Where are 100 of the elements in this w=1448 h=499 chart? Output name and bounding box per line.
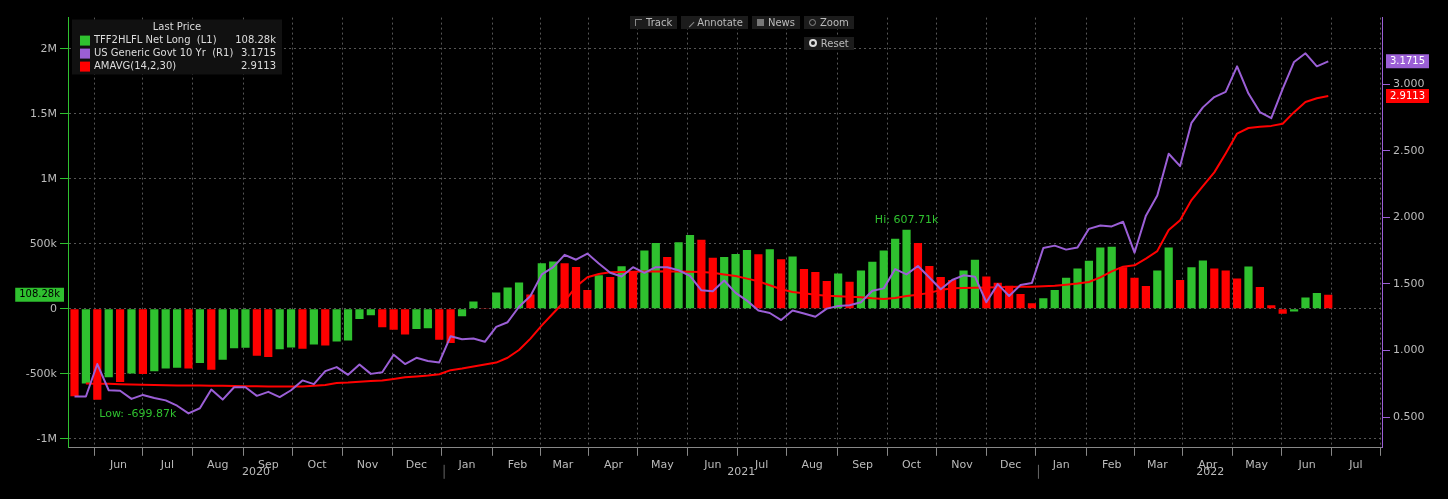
bar (503, 287, 512, 309)
bar (1255, 287, 1264, 309)
legend-label: TFF2HLFL Net Long (L1) (93, 34, 217, 46)
bar (571, 267, 581, 309)
bar (1027, 303, 1037, 309)
bar (70, 309, 79, 397)
bar (1141, 286, 1151, 309)
bar (309, 309, 318, 345)
bar (1039, 298, 1048, 309)
bar (321, 309, 330, 346)
bar (423, 309, 432, 329)
x-tick-label: Jun (108, 458, 128, 472)
bar (138, 309, 147, 374)
bar (366, 309, 375, 316)
bar (1084, 260, 1094, 309)
bar (1324, 294, 1333, 309)
annotation: Low: -699.87k (99, 406, 178, 420)
x-tick-label: Feb (507, 458, 528, 472)
bar (469, 301, 478, 309)
bar (207, 309, 216, 370)
bar (685, 235, 695, 309)
y2-tick-label: 2.000 (1393, 210, 1425, 224)
bar (640, 250, 649, 309)
text: 2021 (727, 465, 756, 479)
y-tick-label: 500k (29, 236, 58, 250)
bar (1153, 270, 1162, 309)
bar (81, 309, 91, 384)
bar (594, 275, 603, 309)
annotation: 3.1715 (241, 47, 276, 59)
bar (1164, 247, 1173, 309)
bar (389, 309, 398, 330)
x-tick-label: Nov (951, 458, 974, 472)
bar (1232, 278, 1242, 309)
bar (435, 309, 444, 340)
bar (229, 309, 239, 349)
y-tick-label: 1.5M (30, 106, 57, 120)
bar (765, 249, 774, 309)
y-tick-label: -500k (25, 366, 58, 380)
bar (400, 309, 410, 335)
bar (777, 259, 786, 309)
bar (286, 309, 296, 348)
bar (1244, 266, 1253, 309)
y2-tick-label: 0.500 (1393, 410, 1425, 424)
bar (1175, 280, 1185, 309)
annotation: News (767, 17, 795, 28)
bar (1119, 267, 1128, 309)
bar (514, 282, 524, 309)
x-tick-label: Dec (405, 458, 428, 472)
x-tick-label: May (650, 458, 675, 472)
bar (218, 309, 227, 360)
bar (811, 271, 820, 309)
bar (355, 309, 364, 319)
bar (1107, 246, 1116, 309)
text: 108.28k (19, 288, 60, 300)
bar (264, 309, 273, 357)
x-tick-label: Jul (159, 458, 174, 472)
bar (172, 309, 182, 368)
x-tick-label: Oct (307, 458, 328, 472)
bar (343, 309, 353, 341)
x-tick-label: Jan (457, 458, 476, 472)
bar (1278, 309, 1287, 314)
y2-tick-label: 1.000 (1393, 343, 1425, 357)
y-tick-label: 0 (50, 301, 57, 315)
bar (1016, 293, 1025, 309)
bar (1312, 293, 1321, 309)
bar (628, 271, 638, 309)
bar (446, 309, 455, 344)
bar (241, 309, 250, 348)
bar (195, 309, 204, 363)
bar (161, 309, 170, 369)
bar (457, 309, 467, 317)
bar (1210, 268, 1219, 309)
x-tick-label: Jul (754, 458, 769, 472)
x-tick-label: Jul (1348, 458, 1363, 472)
bar (1062, 277, 1071, 309)
bar (560, 263, 569, 309)
bar (116, 309, 125, 383)
x-tick-label: Aug (801, 458, 823, 472)
bar (1221, 270, 1230, 309)
annotation: Zoom (819, 17, 849, 28)
text: 2.9113 (1390, 89, 1425, 101)
annotation: Reset (820, 37, 849, 49)
bar (902, 229, 911, 309)
bar (492, 292, 501, 309)
x-tick-label: Jun (1297, 458, 1316, 472)
bar (1198, 260, 1207, 309)
y-tick-label: 1M (40, 171, 57, 185)
bar (1050, 289, 1059, 309)
annotation: 2.9113 (241, 60, 276, 72)
bar (537, 263, 546, 309)
x-tick-label: May (1245, 458, 1269, 472)
annotation: Hi: 607.71k (874, 212, 939, 226)
bar (799, 269, 809, 309)
legend-label: US Generic Govt 10 Yr (R1) (94, 47, 234, 59)
bar (1130, 277, 1139, 309)
bar (1267, 305, 1276, 309)
bar (651, 243, 660, 309)
bar (1073, 268, 1082, 309)
bar (754, 254, 763, 309)
bar (332, 309, 341, 342)
